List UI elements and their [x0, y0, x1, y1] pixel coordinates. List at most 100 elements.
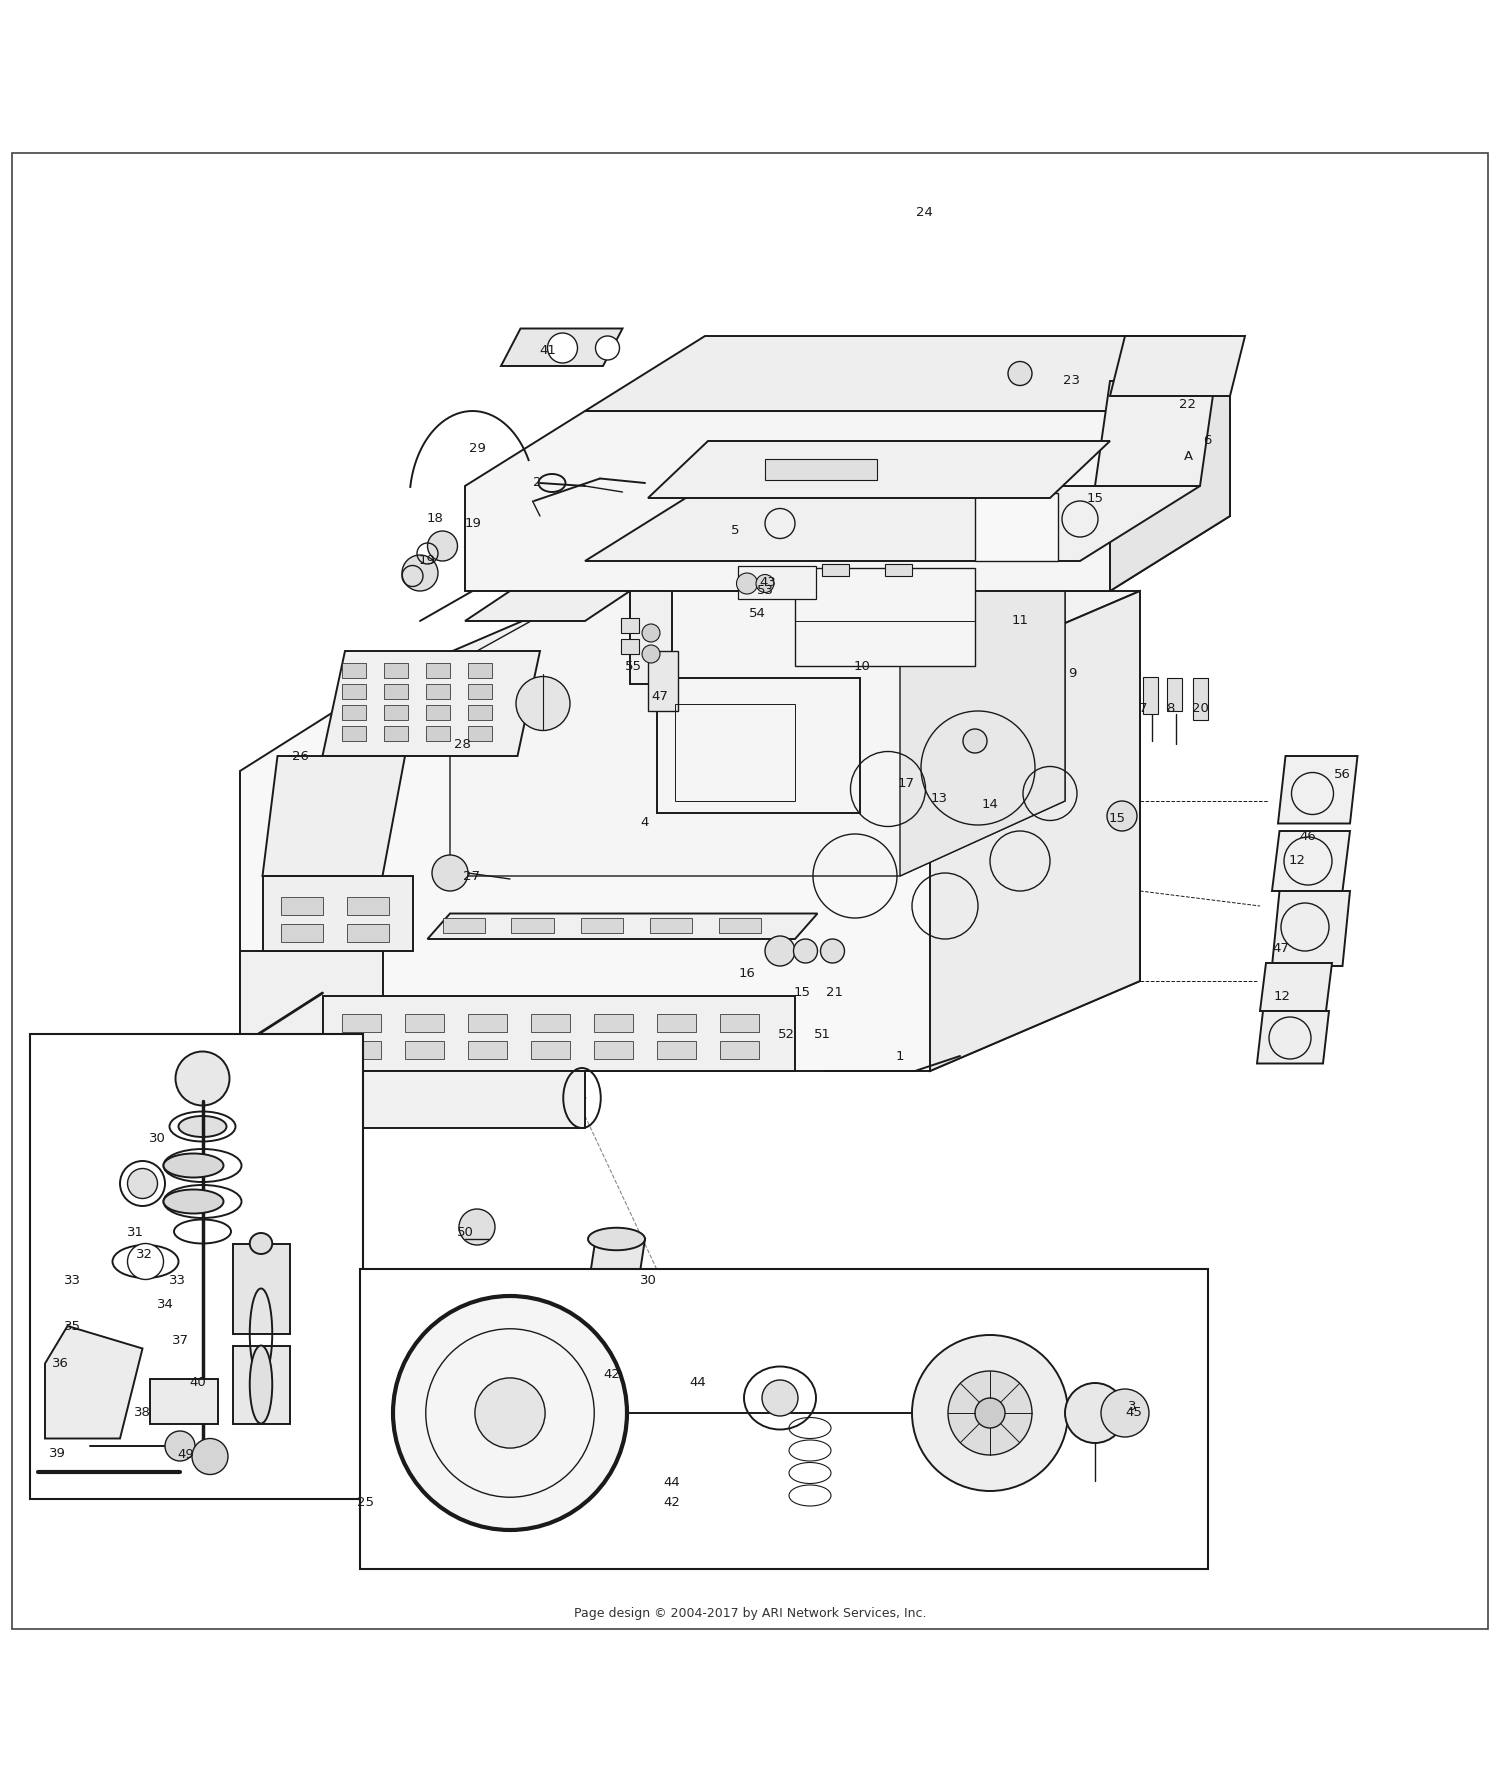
Text: 36: 36: [51, 1358, 69, 1370]
Text: 38: 38: [134, 1406, 152, 1420]
Bar: [1192, 677, 1208, 720]
Text: 27: 27: [462, 870, 480, 882]
Bar: [795, 568, 975, 666]
Polygon shape: [588, 1238, 645, 1288]
Text: 10: 10: [853, 659, 871, 672]
Circle shape: [128, 1244, 164, 1279]
Bar: [621, 640, 639, 654]
Text: 34: 34: [156, 1299, 174, 1312]
Bar: [580, 918, 622, 934]
Polygon shape: [585, 486, 1200, 561]
Bar: [468, 1014, 507, 1032]
Text: 35: 35: [63, 1319, 81, 1333]
Polygon shape: [382, 592, 1140, 681]
Bar: [975, 494, 1058, 561]
Circle shape: [736, 574, 758, 593]
Bar: [657, 1014, 696, 1032]
Bar: [468, 1041, 507, 1059]
Text: 43: 43: [759, 576, 777, 588]
Bar: [720, 1041, 759, 1059]
Text: 8: 8: [1166, 702, 1174, 715]
Bar: [405, 1014, 444, 1032]
Bar: [621, 618, 639, 633]
Bar: [1167, 677, 1182, 711]
Bar: [342, 684, 366, 699]
Bar: [342, 1014, 381, 1032]
Text: 44: 44: [663, 1475, 681, 1488]
Bar: [468, 684, 492, 699]
Text: 16: 16: [738, 968, 756, 980]
Circle shape: [459, 1208, 495, 1246]
Text: 18: 18: [426, 513, 444, 526]
Circle shape: [476, 1377, 544, 1449]
Polygon shape: [1257, 1010, 1329, 1064]
Text: 47: 47: [651, 690, 669, 702]
Polygon shape: [1095, 381, 1215, 486]
Polygon shape: [322, 650, 540, 756]
Bar: [738, 565, 816, 599]
Text: 9: 9: [1068, 666, 1077, 681]
Circle shape: [762, 1379, 798, 1417]
Circle shape: [432, 855, 468, 891]
Text: 40: 40: [189, 1376, 207, 1390]
Bar: [822, 563, 849, 576]
Polygon shape: [900, 508, 1065, 877]
Bar: [384, 706, 408, 720]
Bar: [342, 725, 366, 741]
Circle shape: [548, 333, 578, 364]
Ellipse shape: [178, 1116, 226, 1137]
Text: 46: 46: [1299, 830, 1317, 843]
Bar: [594, 1014, 633, 1032]
Bar: [346, 925, 388, 943]
Text: 37: 37: [171, 1335, 189, 1347]
Text: 39: 39: [48, 1447, 66, 1459]
Text: 23: 23: [1062, 374, 1080, 387]
Text: 5: 5: [730, 524, 740, 538]
Text: 19: 19: [464, 517, 482, 529]
Polygon shape: [648, 440, 1110, 497]
Polygon shape: [262, 756, 405, 877]
Circle shape: [1008, 362, 1032, 385]
Text: 6: 6: [1203, 435, 1212, 447]
Circle shape: [176, 1051, 230, 1105]
Text: 50: 50: [456, 1226, 474, 1240]
Bar: [657, 677, 860, 813]
Polygon shape: [501, 328, 622, 365]
Bar: [342, 1041, 381, 1059]
Bar: [280, 925, 322, 943]
Bar: [426, 663, 450, 677]
Polygon shape: [930, 592, 1140, 1071]
Bar: [630, 592, 672, 684]
Text: 28: 28: [453, 738, 471, 750]
Bar: [531, 1014, 570, 1032]
Text: 1: 1: [896, 1050, 904, 1062]
Text: ARI: ARI: [550, 759, 950, 962]
Text: 12: 12: [1288, 855, 1306, 868]
Bar: [384, 663, 408, 677]
Circle shape: [756, 574, 774, 592]
Text: 17: 17: [897, 777, 915, 789]
Text: 41: 41: [538, 344, 556, 358]
Text: Page design © 2004-2017 by ARI Network Services, Inc.: Page design © 2004-2017 by ARI Network S…: [573, 1607, 926, 1620]
Text: 55: 55: [624, 659, 642, 672]
Circle shape: [393, 1296, 627, 1531]
Polygon shape: [1110, 337, 1245, 396]
Bar: [280, 896, 322, 914]
Bar: [650, 918, 692, 934]
Bar: [657, 1041, 696, 1059]
Ellipse shape: [249, 1233, 273, 1255]
Text: 22: 22: [1179, 399, 1197, 412]
Ellipse shape: [164, 1153, 224, 1178]
Bar: [342, 663, 366, 677]
Text: 15: 15: [1108, 813, 1126, 825]
Bar: [1143, 677, 1158, 715]
Text: 56: 56: [1334, 768, 1352, 781]
Polygon shape: [150, 1379, 217, 1424]
Polygon shape: [322, 996, 795, 1071]
Circle shape: [1107, 800, 1137, 830]
Polygon shape: [1272, 830, 1350, 891]
Circle shape: [765, 936, 795, 966]
Bar: [675, 704, 795, 800]
Text: 47: 47: [1272, 941, 1290, 955]
Circle shape: [963, 729, 987, 754]
